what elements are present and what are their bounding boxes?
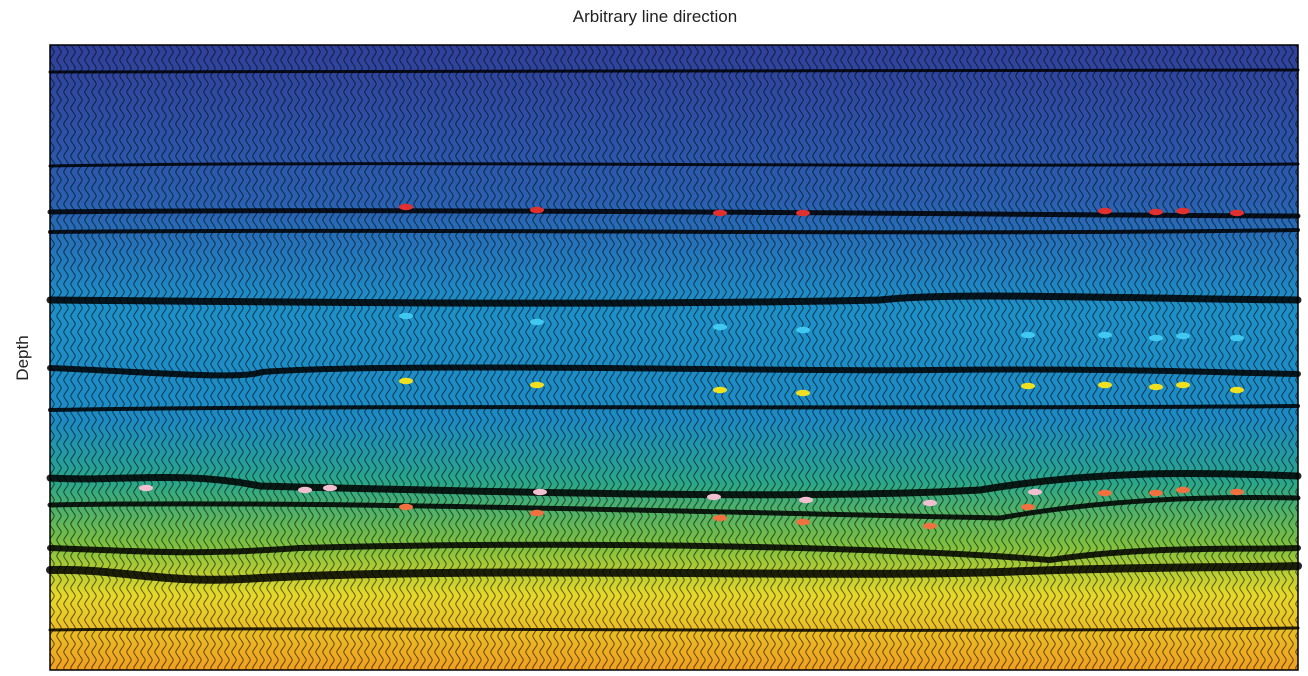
reflector — [50, 230, 1298, 232]
well-marker — [399, 504, 413, 510]
well-marker — [530, 207, 544, 213]
well-marker — [1176, 333, 1190, 339]
figure: Arbitrary line direction Depth — [0, 0, 1308, 676]
well-marker — [707, 494, 721, 500]
well-marker — [399, 313, 413, 319]
well-marker — [1021, 332, 1035, 338]
well-marker — [399, 378, 413, 384]
well-marker — [298, 487, 312, 493]
well-marker — [713, 515, 727, 521]
y-axis-label: Depth — [13, 335, 32, 380]
well-marker — [1021, 383, 1035, 389]
well-marker — [796, 519, 810, 525]
well-marker — [1149, 335, 1163, 341]
figure-title: Arbitrary line direction — [573, 7, 737, 26]
well-marker — [530, 510, 544, 516]
well-marker — [796, 390, 810, 396]
well-marker — [1230, 210, 1244, 216]
well-marker — [799, 497, 813, 503]
well-marker — [796, 210, 810, 216]
well-marker — [713, 210, 727, 216]
well-marker — [1230, 387, 1244, 393]
well-marker — [1021, 504, 1035, 510]
well-marker — [139, 485, 153, 491]
well-marker — [1149, 384, 1163, 390]
well-marker — [1149, 490, 1163, 496]
well-marker — [399, 204, 413, 210]
well-marker — [1098, 208, 1112, 214]
well-marker — [1098, 332, 1112, 338]
well-marker — [1028, 489, 1042, 495]
well-marker — [796, 327, 810, 333]
reflector — [50, 70, 1298, 72]
well-marker — [713, 387, 727, 393]
well-marker — [1098, 490, 1112, 496]
well-marker — [1230, 489, 1244, 495]
well-marker — [1149, 209, 1163, 215]
well-marker — [1230, 335, 1244, 341]
well-marker — [530, 319, 544, 325]
well-marker — [1176, 382, 1190, 388]
well-marker — [713, 324, 727, 330]
well-marker — [1098, 382, 1112, 388]
well-marker — [533, 489, 547, 495]
well-marker — [323, 485, 337, 491]
well-marker — [1176, 487, 1190, 493]
well-marker — [923, 500, 937, 506]
well-marker — [530, 382, 544, 388]
page: Arbitrary line direction Depth (() => { … — [0, 0, 1308, 676]
well-marker — [1176, 208, 1190, 214]
well-marker — [923, 523, 937, 529]
seismic-section — [50, 45, 1298, 670]
